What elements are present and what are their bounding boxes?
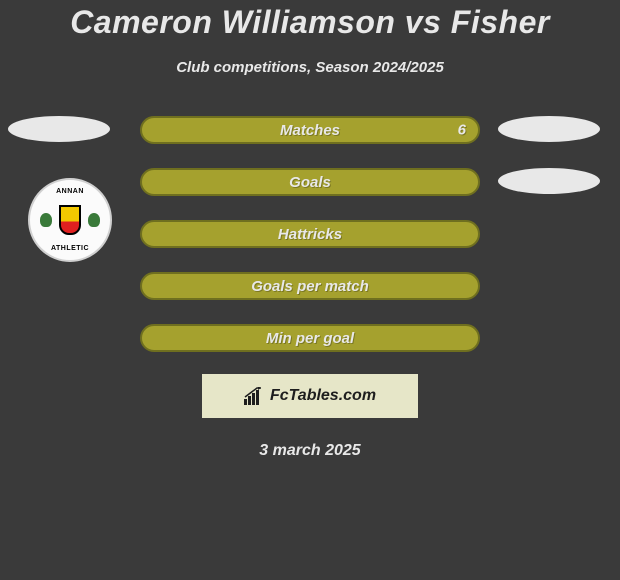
- stat-value: 6: [458, 122, 466, 139]
- brand-label: FcTables.com: [270, 387, 376, 405]
- stat-label: Matches: [280, 122, 340, 139]
- page-title: Cameron Williamson vs Fisher: [70, 4, 550, 41]
- stat-row: Min per goal: [0, 324, 620, 352]
- thistle-icon: [40, 213, 52, 227]
- date-label: 3 march 2025: [259, 442, 360, 460]
- stat-bar-matches: Matches 6: [140, 116, 480, 144]
- subtitle: Club competitions, Season 2024/2025: [176, 59, 444, 76]
- badge-bottom-text: ATHLETIC: [38, 245, 102, 252]
- brand-box: FcTables.com: [202, 374, 418, 418]
- stat-label: Hattricks: [278, 226, 342, 243]
- stat-label: Goals: [289, 174, 331, 191]
- stat-bar-goals-per-match: Goals per match: [140, 272, 480, 300]
- right-player-marker: [498, 168, 600, 194]
- badge-top-text: ANNAN: [38, 188, 102, 195]
- left-player-marker: [8, 116, 110, 142]
- stat-label: Min per goal: [266, 330, 354, 347]
- stat-bar-goals: Goals: [140, 168, 480, 196]
- stat-bar-hattricks: Hattricks: [140, 220, 480, 248]
- shield-icon: [59, 205, 81, 235]
- thistle-icon: [88, 213, 100, 227]
- stat-row: Goals per match: [0, 272, 620, 300]
- stat-label: Goals per match: [251, 278, 369, 295]
- right-player-marker: [498, 116, 600, 142]
- club-badge: ANNAN ATHLETIC: [28, 178, 112, 262]
- stat-row: Matches 6: [0, 116, 620, 144]
- stat-bar-min-per-goal: Min per goal: [140, 324, 480, 352]
- bar-chart-icon: [244, 387, 264, 405]
